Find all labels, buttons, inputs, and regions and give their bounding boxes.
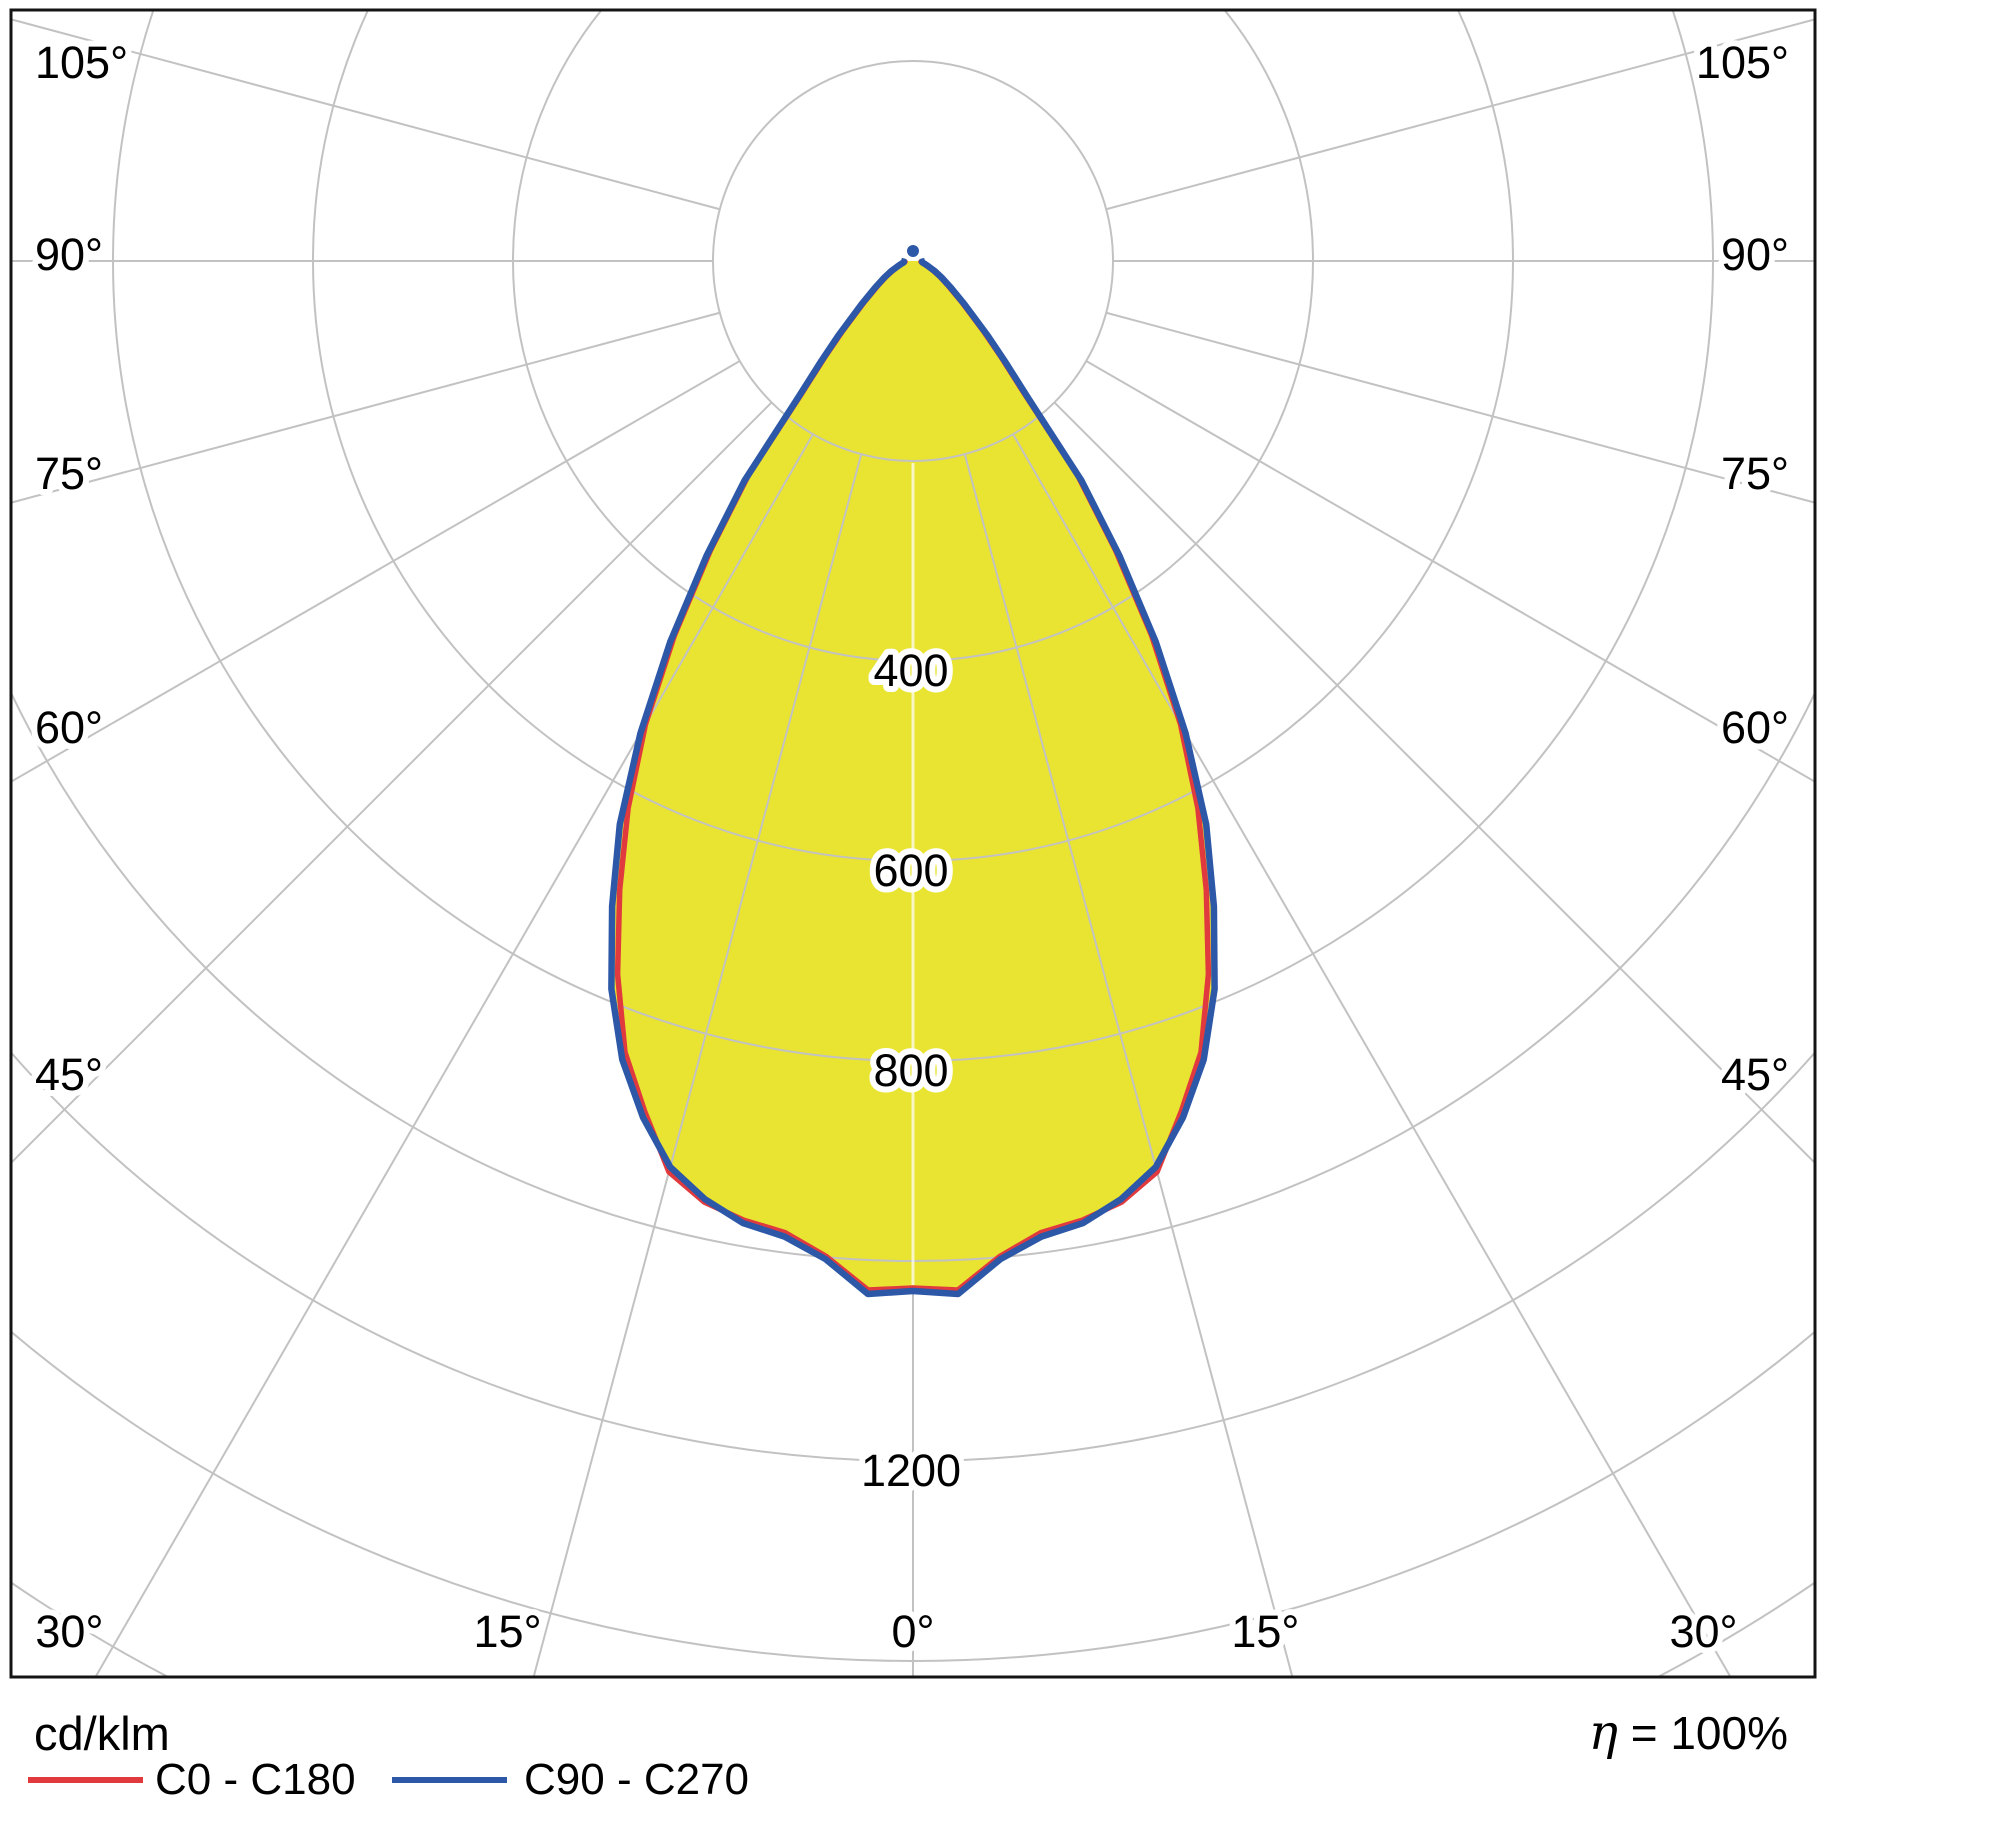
eta-symbol: η [1588,1704,1618,1761]
angle-tick-left-60: 60° [35,702,103,753]
angle-grid-ray [11,311,721,504]
angle-tick-left-45: 45° [35,1049,103,1100]
curve-c90-c270 [608,257,1218,1298]
angle-grid-ray [1085,360,1815,783]
radial-grid-circle [11,1050,1815,1462]
radial-grid-circle [11,1330,1815,1662]
angle-tick-bottom-right-15: 15° [1231,1606,1299,1657]
angle-tick-bottom-left-30: 30° [35,1606,103,1657]
angle-tick-right-105: 105° [1696,37,1789,88]
angle-grid-ray [532,453,863,1677]
efficiency-value: = 100% [1617,1707,1788,1759]
radial-tick-800: 800 [873,1045,948,1096]
legend-label-c90-c270: C90 - C270 [524,1755,750,1804]
angle-grid-ray [1053,401,1815,1165]
angle-grid-ray [1012,433,1732,1677]
angle-grid-ray [11,360,741,783]
angle-grid-ray [11,18,721,211]
angle-tick-left-75: 75° [35,448,103,499]
radial-tick-600: 600 [873,845,948,896]
angle-grid-ray [963,453,1294,1677]
angle-grid-ray [11,401,773,1165]
legend-label-c0-c180: C0 - C180 [155,1755,356,1804]
legend-line-c90-c270 [392,1777,507,1783]
angle-tick-right-75: 75° [1721,448,1789,499]
angle-grid-ray [94,433,814,1677]
plot-border [9,8,1817,1679]
angle-tick-left-105: 105° [35,37,128,88]
angle-grid-ray [1105,18,1815,211]
angle-tick-bottom-right-30: 30° [1669,1606,1737,1657]
radial-tick-400: 400 [873,645,948,696]
angle-tick-right-60: 60° [1721,702,1789,753]
angle-tick-right-90: 90° [1721,229,1789,280]
tick-labels: 105° 105° 90° 90° 75° 75° 60° 60° 45° 45° 0° 15° 15°… [29,31,1795,1663]
angle-tick-bottom-left-15: 15° [474,1606,542,1657]
efficiency-label: η = 100% [1589,1708,1788,1757]
angle-grid-ray [1105,311,1815,504]
units-label: cd/klm [34,1707,170,1760]
radial-tick-1200: 1200 [861,1445,961,1496]
angle-tick-left-90: 90° [35,229,103,280]
beam-apex-dot [907,245,919,257]
legend-line-c0-c180 [28,1777,143,1783]
angle-tick-right-45: 45° [1721,1049,1789,1100]
angle-tick-bottom-0: 0° [891,1606,934,1657]
